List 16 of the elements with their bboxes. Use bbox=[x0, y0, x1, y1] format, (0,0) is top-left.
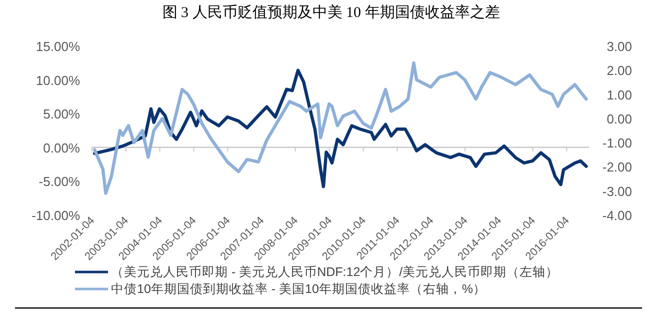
y2-tick-label: -3.00 bbox=[602, 184, 632, 199]
y-tick-label: -5.00% bbox=[38, 174, 80, 190]
chart-title: 图 3 人民币贬值预期及中美 10 年期国债收益率之差 bbox=[162, 4, 500, 21]
y2-tick-label: 1.00 bbox=[606, 87, 632, 102]
y2-tick-label: 3.00 bbox=[606, 39, 632, 54]
y2-tick-label: -1.00 bbox=[602, 136, 632, 151]
y2-tick-label: -4.00 bbox=[602, 208, 632, 223]
legend-label: （美元兑人民币即期 - 美元兑人民币NDF:12个月）/美元兑人民币即期（左轴） bbox=[111, 264, 559, 279]
legend-label: 中债10年期国债到期收益率 - 美国10年期国债收益率（右轴，%） bbox=[111, 281, 486, 296]
y2-tick-label: 2.00 bbox=[606, 63, 632, 78]
y-tick-label: 0.00% bbox=[43, 140, 80, 156]
y2-tick-label: -2.00 bbox=[602, 160, 632, 175]
y-tick-label: 5.00% bbox=[43, 106, 80, 122]
y-tick-label: 15.00% bbox=[36, 39, 80, 54]
y-tick-label: 10.00% bbox=[36, 72, 80, 88]
y2-tick-label: 0.00 bbox=[606, 111, 632, 126]
